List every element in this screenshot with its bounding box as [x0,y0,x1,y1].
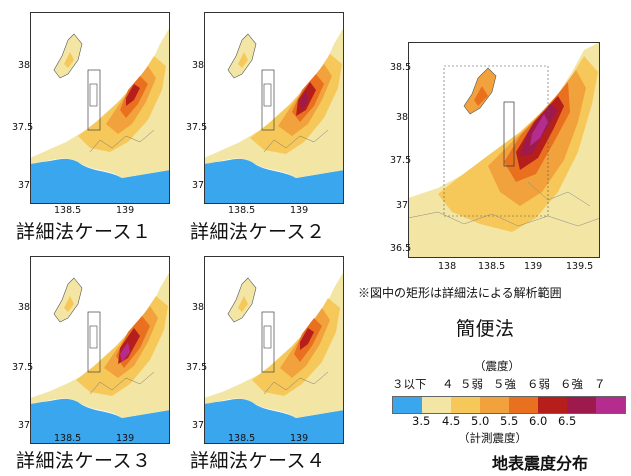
lat-tick-37: 37 [18,420,31,431]
caption-simple-method: 簡便法 [456,318,515,340]
lon-tick-138-5: 138.5 [54,433,82,444]
lon-tick-138-5: 138.5 [478,261,506,272]
lon-tick-139: 139 [116,205,135,216]
map-case-1 [30,12,170,204]
lat-tick-37: 37 [192,180,205,191]
legend-swatch [480,397,509,413]
lon-tick-138: 138 [438,261,457,272]
caption-case-1: 詳細法ケース１ [16,221,152,243]
legend-label-5-upper: ５強 [493,377,516,391]
shaking-violet [530,114,548,146]
shaking-purple [120,342,130,362]
lat-tick-37-5: 37.5 [12,122,34,133]
lat-tick-37: 37 [18,180,31,191]
lat-tick-38: 38 [396,112,409,123]
shaking-purple [300,90,308,110]
legend-label-6-lower: ６弱 [527,377,550,391]
analysis-area-note: ※図中の矩形は詳細法による解析範囲 [358,286,562,300]
lon-tick-139: 139 [524,261,543,272]
legend-value-6-0: 6.0 [529,414,548,428]
map-case-2 [204,12,344,204]
land-area [204,271,344,418]
lat-tick-38: 38 [192,302,205,313]
lat-tick-38: 38 [192,60,205,71]
map-case-3 [30,256,170,444]
land-area [30,271,170,418]
sea-area [204,158,344,204]
land-area [30,27,170,178]
legend-swatch [393,397,422,413]
land-area [204,27,344,178]
legend-swatch [509,397,538,413]
legend-swatch [538,397,567,413]
map-simple-method [408,42,600,258]
legend-swatch [596,397,625,413]
caption-case-2: 詳細法ケース２ [190,221,326,243]
lat-tick-36-5: 36.5 [390,243,412,254]
legend-value-4-5: 4.5 [442,414,461,428]
lat-tick-37-5: 37.5 [186,122,208,133]
lon-tick-139: 139 [290,433,309,444]
legend-label-6-upper: ６強 [560,377,583,391]
legend-value-5-0: 5.0 [471,414,490,428]
legend-label-5-lower: ５弱 [460,377,483,391]
lat-tick-37-5: 37.5 [390,155,412,166]
lat-tick-37-5: 37.5 [186,362,208,373]
caption-case-3: 詳細法ケース３ [16,450,152,472]
legend-label-7: ７ [594,377,606,391]
sea-area [30,398,170,444]
legend-value-3-5: 3.5 [412,414,431,428]
lon-tick-138-5: 138.5 [228,433,256,444]
legend-value-5-5: 5.5 [500,414,519,428]
legend-swatch [567,397,596,413]
lat-tick-38-5: 38.5 [390,62,412,73]
lon-tick-138-5: 138.5 [54,205,82,216]
lat-tick-38: 38 [18,302,31,313]
lat-tick-37-5: 37.5 [12,362,34,373]
lat-tick-38: 38 [18,60,31,71]
lat-tick-37: 37 [396,200,409,211]
sea-area [204,398,344,444]
legend-swatch [451,397,480,413]
legend-value-6-5: 6.5 [558,414,577,428]
legend-swatch [422,397,451,413]
lon-tick-139: 139 [290,205,309,216]
figure-title: 地表震度分布 [492,454,589,473]
lon-tick-138-5: 138.5 [228,205,256,216]
lat-tick-37: 37 [192,420,205,431]
map-case-4 [204,256,344,444]
legend-top-title: （震度） [474,359,520,373]
shaking-darkred [126,84,140,106]
legend-color-bar [392,396,626,414]
legend-label-3-or-less: ３以下 [392,377,427,391]
lon-tick-139-5: 139.5 [566,261,594,272]
caption-case-4: 詳細法ケース４ [190,450,326,472]
shaking-darkred [300,328,314,350]
sea-area [30,158,170,204]
lon-tick-139: 139 [116,433,135,444]
legend-label-4: ４ [442,377,454,391]
legend-bottom-title: （計測震度） [458,431,527,445]
